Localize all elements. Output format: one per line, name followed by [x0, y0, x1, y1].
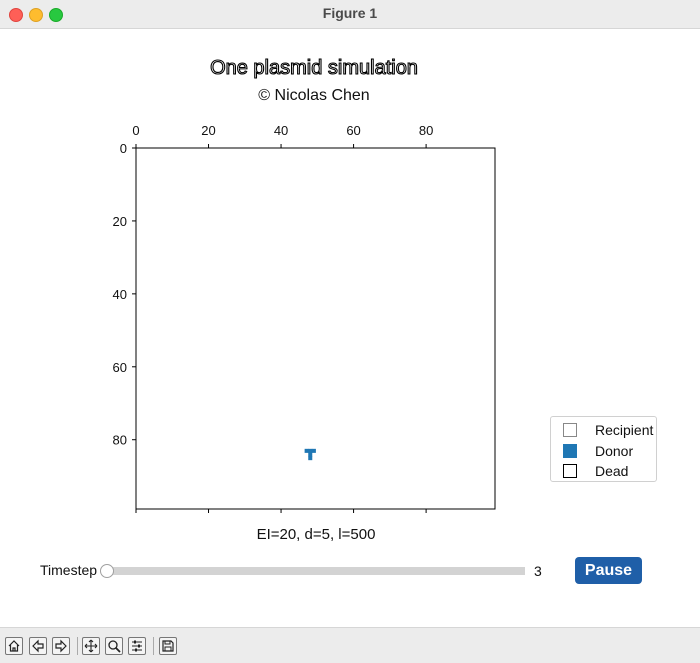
- legend-label: Recipient: [595, 422, 654, 438]
- legend-label: Donor: [595, 443, 634, 459]
- legend-label: Dead: [595, 463, 629, 479]
- window-title: Figure 1: [322, 5, 378, 21]
- close-window-button[interactable]: [9, 8, 23, 22]
- save-icon[interactable]: [159, 637, 177, 655]
- legend: Recipient Donor Dead: [550, 416, 657, 482]
- forward-icon[interactable]: [52, 637, 70, 655]
- pan-icon[interactable]: [82, 637, 100, 655]
- legend-item-recipient: Recipient: [563, 420, 655, 438]
- timestep-slider-track[interactable]: [106, 567, 525, 575]
- legend-item-donor: Donor: [563, 441, 655, 459]
- legend-item-dead: Dead: [563, 461, 655, 479]
- figure-canvas: [0, 29, 700, 627]
- window-titlebar: Figure 1: [0, 0, 700, 29]
- configure-subplots-icon[interactable]: [128, 637, 146, 655]
- dead-swatch: [563, 464, 577, 478]
- timestep-value: 3: [534, 563, 542, 579]
- pause-button[interactable]: Pause: [575, 557, 642, 584]
- toolbar-separator: [77, 637, 78, 655]
- toolbar-separator: [153, 637, 154, 655]
- recipient-swatch: [563, 423, 577, 437]
- back-icon[interactable]: [29, 637, 47, 655]
- maximize-window-button[interactable]: [49, 8, 63, 22]
- minimize-window-button[interactable]: [29, 8, 43, 22]
- timestep-slider-handle[interactable]: [100, 564, 114, 578]
- donor-swatch: [563, 444, 577, 458]
- zoom-icon[interactable]: [105, 637, 123, 655]
- navigation-toolbar: [0, 627, 700, 663]
- timestep-label: Timestep: [40, 562, 98, 578]
- home-icon[interactable]: [5, 637, 23, 655]
